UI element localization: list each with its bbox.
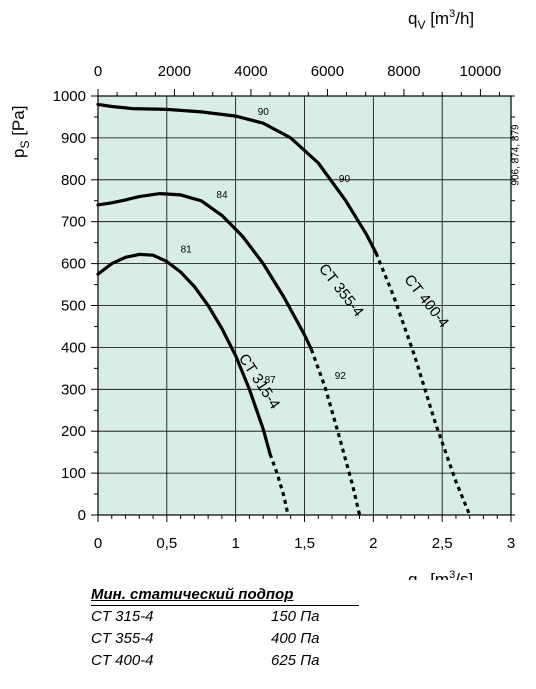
table-model: CT 355-4 — [91, 630, 154, 647]
efficiency-label: 87 — [265, 375, 277, 386]
x-tick-label: 0 — [94, 535, 102, 552]
table-value: 625 Па — [271, 652, 320, 669]
x2-tick-label: 2000 — [158, 63, 191, 80]
y-tick-label: 400 — [61, 339, 86, 356]
x2-axis-title: qV [m3/h] — [408, 8, 474, 32]
y-tick-label: 900 — [61, 130, 86, 147]
x2-tick-label: 4000 — [234, 63, 267, 80]
y-tick-label: 800 — [61, 172, 86, 189]
curve-dashed — [374, 252, 472, 516]
table-row: CT 315-4 150 Па — [91, 606, 371, 628]
table-row: CT 400-4 625 Па — [91, 650, 371, 672]
y-tick-label: 200 — [61, 423, 86, 440]
table-row: CT 355-4 400 Па — [91, 628, 371, 650]
x-tick-label: 1,5 — [294, 535, 315, 552]
curve-dashed — [268, 453, 290, 516]
efficiency-label: 81 — [181, 244, 193, 255]
x-axis-title: qV [m3/s] — [408, 569, 473, 580]
x-tick-label: 3 — [507, 535, 515, 552]
y-tick-label: 500 — [61, 298, 86, 315]
table-model: CT 315-4 — [91, 608, 154, 625]
x-tick-label: 2 — [369, 535, 377, 552]
side-note: 906, 874, 879 — [506, 100, 526, 210]
table-title: Мин. статический подпор — [91, 586, 359, 606]
curve-solid — [96, 252, 272, 456]
curve-solid — [96, 102, 378, 255]
y-axis-title: pS [Pa] — [9, 106, 32, 158]
side-note-text: 906, 874, 879 — [510, 124, 522, 186]
y-tick-label: 300 — [61, 381, 86, 398]
y-tick-label: 700 — [61, 214, 86, 231]
efficiency-label: 92 — [335, 371, 347, 382]
table-value: 400 Па — [271, 630, 320, 647]
x-tick-label: 2,5 — [432, 535, 453, 552]
efficiency-label: 90 — [258, 107, 270, 118]
min-static-pressure-table: Мин. статический подпор CT 315-4 150 Па … — [91, 586, 371, 672]
curve-solid — [96, 192, 313, 352]
fan-curves — [96, 102, 472, 516]
x2-tick-label: 8000 — [387, 63, 420, 80]
table-model: CT 400-4 — [91, 652, 154, 669]
efficiency-label: 90 — [339, 174, 351, 185]
x-tick-label: 0,5 — [156, 535, 177, 552]
grid-lines — [98, 95, 512, 515]
x2-tick-label: 10000 — [460, 63, 502, 80]
efficiency-label: 84 — [216, 190, 228, 201]
x2-tick-label: 0 — [94, 63, 102, 80]
table-value: 150 Па — [271, 608, 320, 625]
x-tick-label: 1 — [231, 535, 239, 552]
y-tick-label: 0 — [78, 507, 86, 524]
y-tick-label: 1000 — [53, 88, 86, 105]
axes — [91, 89, 515, 522]
x2-tick-label: 6000 — [311, 63, 344, 80]
fan-performance-chart: 0 0,5 1 1,5 2 2,5 3 0 2000 4000 6000 8000 10000 0 100 2… — [9, 8, 515, 580]
curve-dashed — [309, 348, 362, 516]
y-tick-label: 100 — [61, 465, 86, 482]
y-tick-label: 600 — [61, 256, 86, 273]
